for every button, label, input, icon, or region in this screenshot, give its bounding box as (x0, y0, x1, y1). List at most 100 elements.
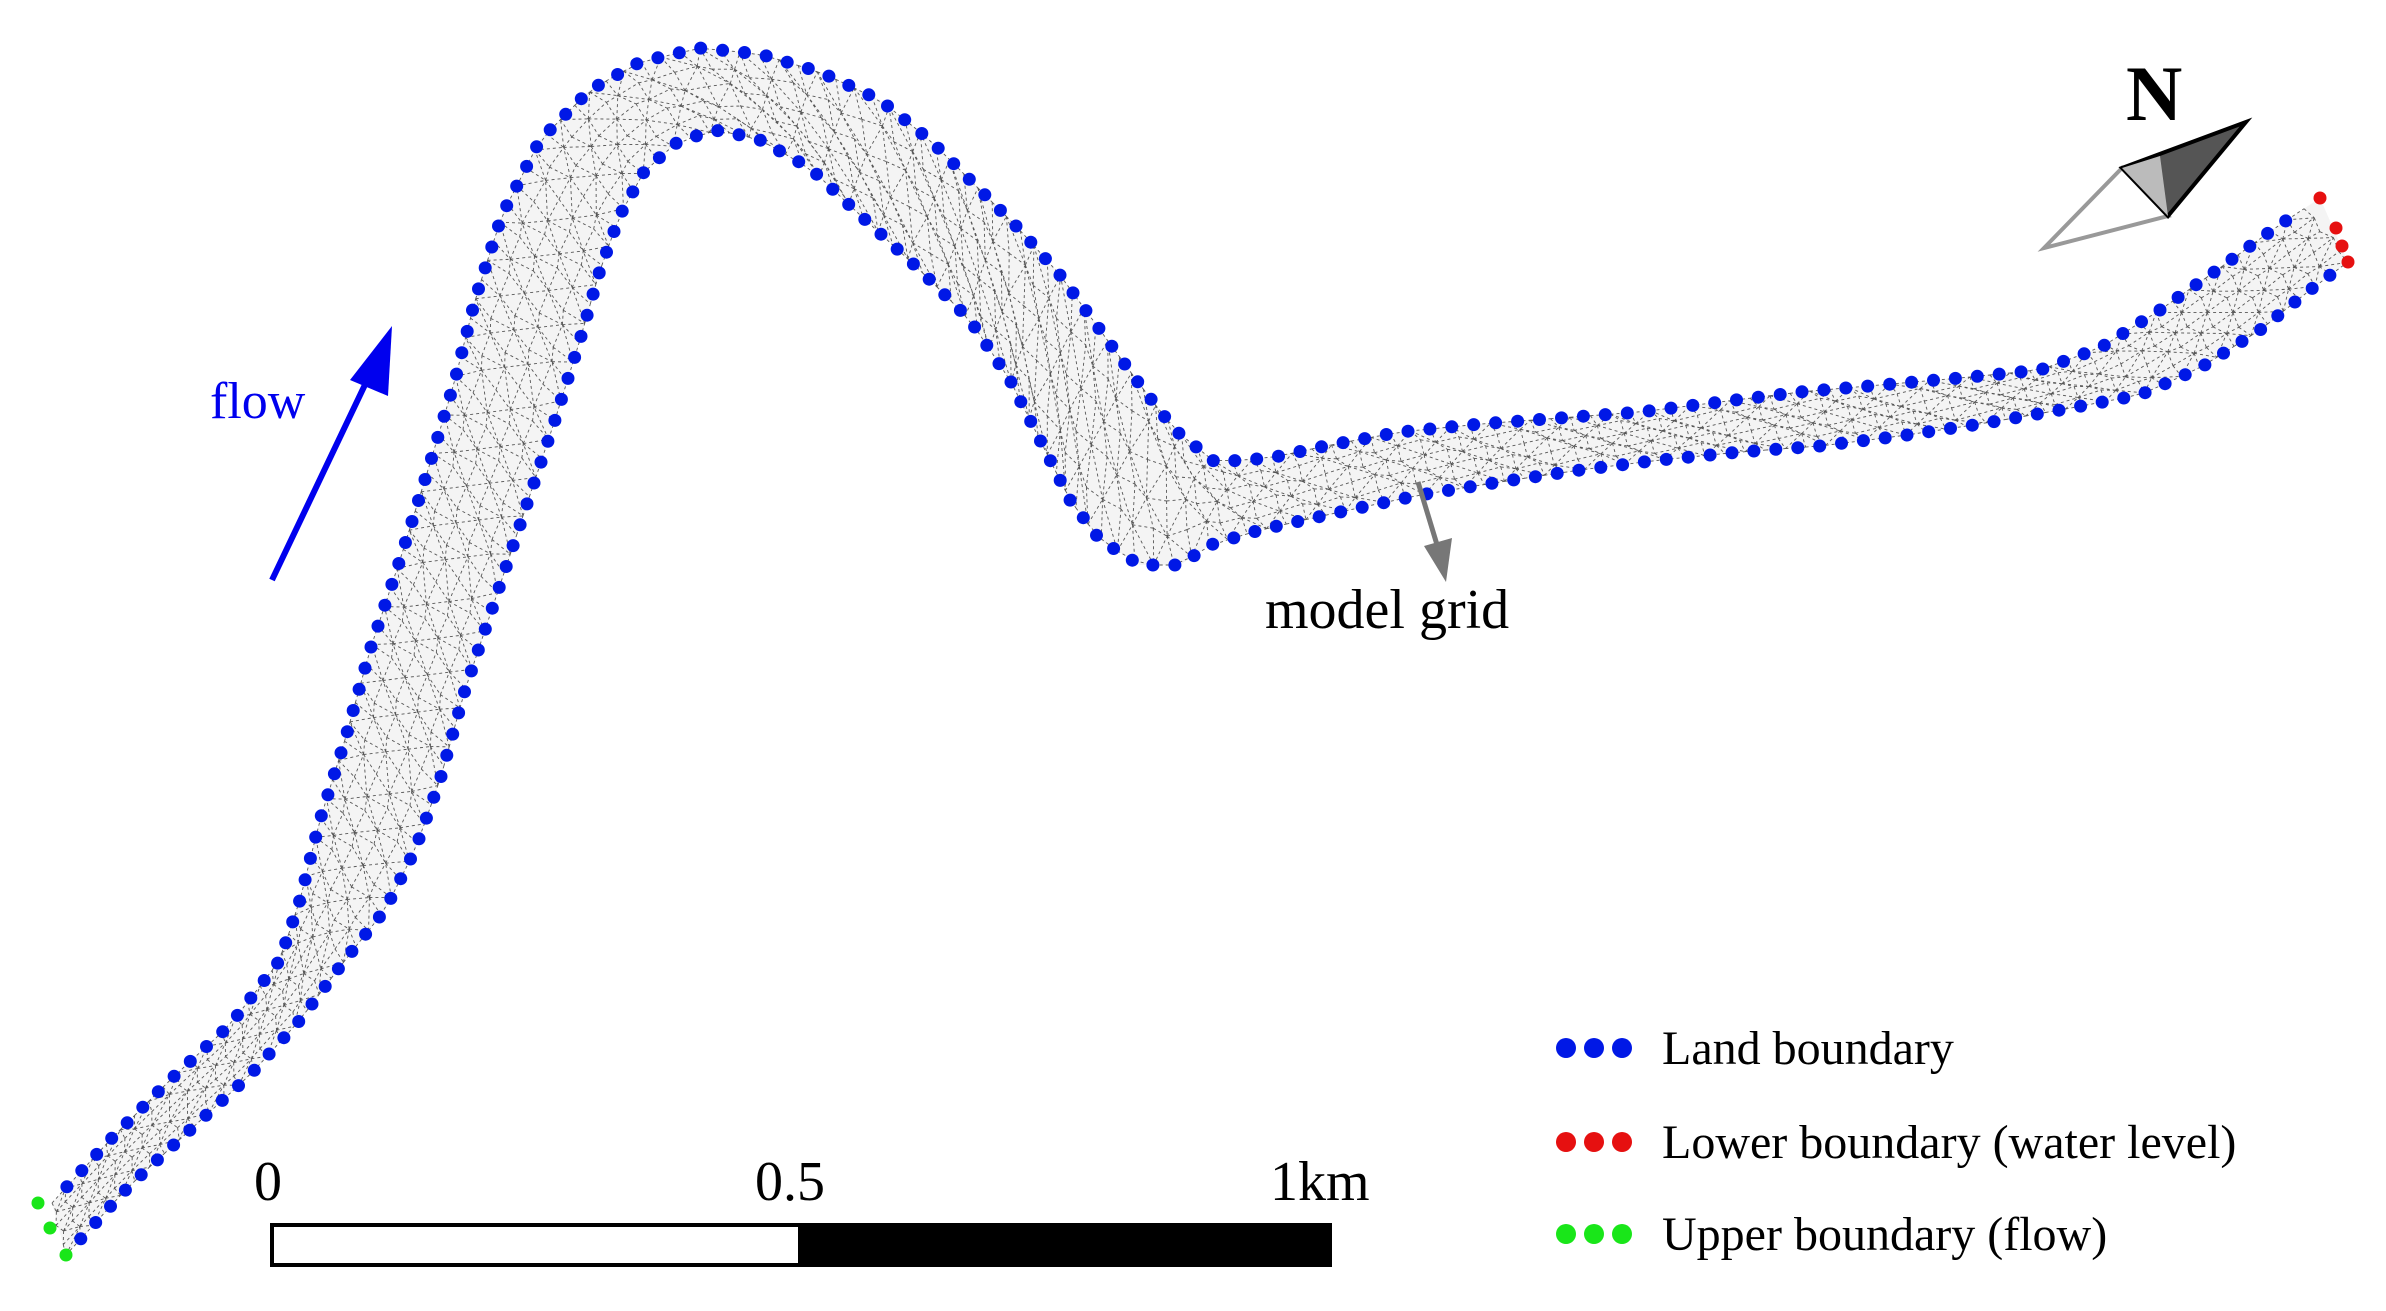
land-boundary-node (689, 129, 703, 143)
land-boundary-node (247, 1063, 261, 1077)
land-boundary-node (548, 413, 562, 427)
land-boundary-node (151, 1085, 165, 1099)
land-boundary-node (1813, 439, 1827, 453)
land-boundary-node (716, 43, 730, 57)
land-boundary-node (1485, 476, 1499, 490)
land-boundary-node (2074, 399, 2088, 413)
upper-boundary-node (43, 1221, 57, 1235)
land-boundary-node (978, 188, 992, 202)
land-boundary-node (455, 346, 469, 360)
land-boundary-node (543, 123, 557, 137)
land-boundary-node (759, 49, 773, 63)
land-boundary-node (74, 1232, 88, 1246)
land-boundary-node (466, 303, 479, 317)
land-boundary-node (1555, 411, 1568, 425)
land-boundary-node (801, 62, 815, 75)
land-boundary-node (452, 706, 466, 720)
land-boundary-node (327, 767, 341, 781)
land-boundary-node (418, 473, 432, 486)
land-boundary-node (1312, 510, 1326, 524)
land-boundary-node (1835, 436, 1848, 450)
land-boundary-node (1079, 304, 1093, 318)
upper-boundary-node (31, 1196, 45, 1210)
land-boundary-node (669, 136, 683, 150)
land-boundary-node (1507, 473, 1521, 487)
land-boundary-node (150, 1153, 164, 1167)
land-boundary-node (1377, 496, 1391, 510)
land-boundary-node (437, 409, 451, 423)
land-boundary-node (1379, 428, 1393, 441)
land-boundary-node (1927, 373, 1940, 387)
land-boundary-node (1227, 531, 1241, 545)
land-boundary-node (183, 1123, 197, 1137)
land-boundary-node (1598, 408, 1612, 422)
land-boundary-node (1024, 414, 1038, 428)
land-boundary-node (1187, 549, 1201, 563)
land-boundary-node (2135, 315, 2148, 329)
scale-label-0: 0 (254, 1151, 282, 1213)
land-boundary-node (1747, 444, 1761, 458)
land-boundary-node (2305, 281, 2319, 295)
land-boundary-node (1878, 431, 1892, 445)
land-boundary-node (1922, 425, 1936, 439)
land-boundary-node (992, 357, 1006, 371)
land-boundary-node (364, 640, 378, 654)
land-boundary-node (358, 661, 372, 675)
land-boundary-node (1773, 388, 1787, 401)
land-boundary-node (1334, 505, 1348, 519)
land-boundary-node (105, 1131, 119, 1145)
land-boundary-node (1856, 434, 1870, 448)
scale-label-1km: 1km (1270, 1151, 1370, 1213)
land-boundary-node (345, 944, 359, 958)
land-boundary-node (1791, 441, 1805, 455)
land-boundary-node (446, 727, 460, 741)
land-boundary-node (1024, 235, 1038, 249)
land-boundary-node (1703, 448, 1717, 462)
land-boundary-node (1293, 445, 1307, 458)
land-boundary-node (136, 1100, 150, 1114)
land-boundary-node (183, 1054, 197, 1068)
land-boundary-node (842, 197, 856, 211)
land-boundary-node (1358, 432, 1372, 446)
land-boundary-node (331, 962, 345, 976)
land-boundary-node (216, 1025, 230, 1039)
land-boundary-node (1642, 404, 1656, 418)
land-boundary-node (1594, 460, 1608, 474)
land-boundary-node (499, 560, 513, 573)
legend-label-upper: Upper boundary (flow) (1662, 1208, 2107, 1261)
land-boundary-node (334, 746, 348, 760)
land-boundary-node (574, 329, 588, 343)
land-boundary-node (922, 272, 936, 286)
land-boundary-node (607, 225, 621, 238)
land-boundary-node (1038, 252, 1052, 266)
land-boundary-node (1063, 493, 1077, 507)
land-boundary-node (591, 78, 605, 92)
land-boundary-node (298, 873, 312, 887)
land-boundary-node (672, 46, 686, 60)
land-boundary-node (244, 991, 258, 1005)
land-boundary-node (711, 124, 725, 138)
land-boundary-node (2057, 354, 2070, 368)
land-boundary-node (464, 664, 478, 678)
land-boundary-node (1948, 371, 1962, 385)
land-boundary-node (2171, 290, 2185, 304)
land-boundary-node (1686, 398, 1700, 412)
land-boundary-node (471, 643, 485, 657)
land-boundary-node (1463, 480, 1477, 494)
land-boundary-node (1398, 491, 1412, 505)
legend-label-land: Land boundary (1662, 1022, 1954, 1075)
land-boundary-node (1900, 428, 1914, 442)
land-boundary-node (1769, 442, 1783, 456)
land-boundary-node (559, 107, 573, 121)
land-boundary-node (881, 99, 894, 113)
land-boundary-node (321, 788, 335, 802)
land-boundary-node (262, 1047, 276, 1061)
land-boundary-node (1228, 454, 1242, 468)
land-boundary-node (2178, 368, 2192, 382)
north-label: N (2126, 50, 2182, 137)
land-boundary-node (2077, 347, 2091, 361)
land-boundary-node (230, 1008, 244, 1022)
land-boundary-node (651, 51, 665, 65)
land-boundary-node (1708, 396, 1722, 410)
